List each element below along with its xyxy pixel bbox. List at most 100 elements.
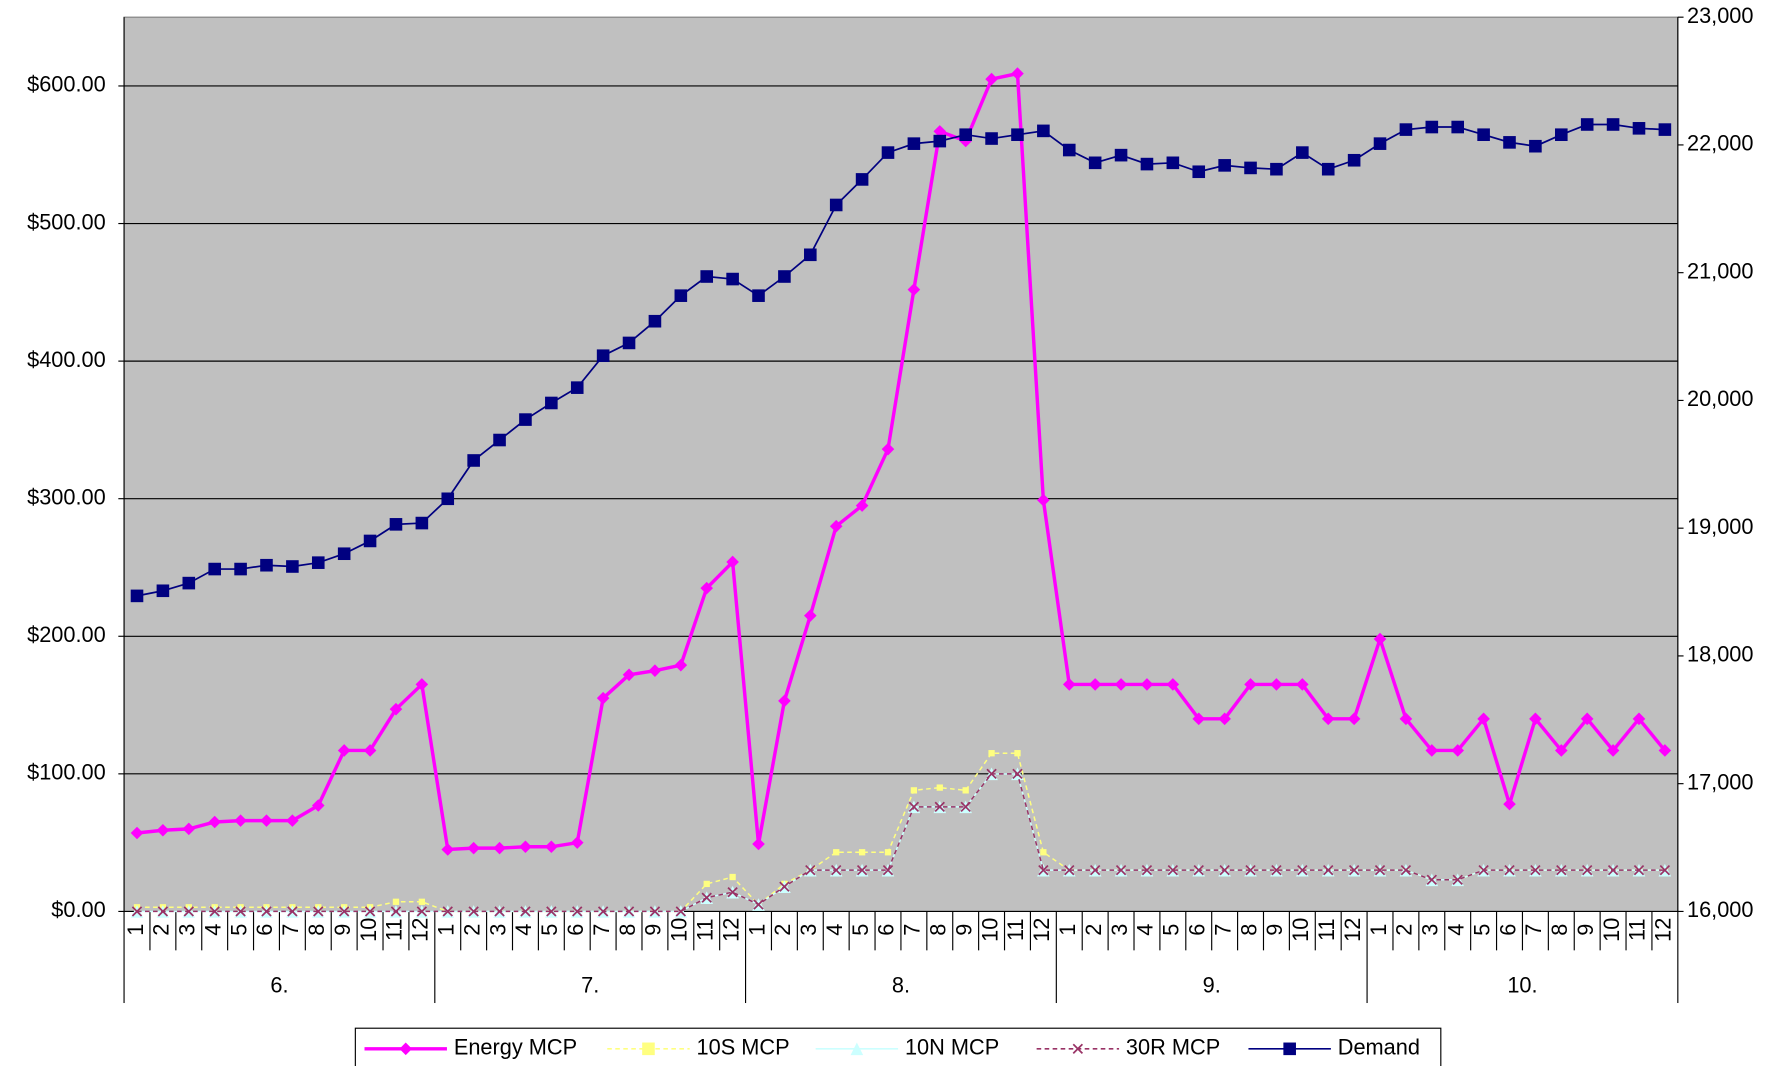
point bbox=[1504, 864, 1515, 876]
x-tick-label: 9 bbox=[330, 924, 355, 936]
x-tick-label: 6 bbox=[1495, 924, 1520, 936]
x-tick-label: 2 bbox=[1392, 924, 1417, 936]
point bbox=[985, 72, 998, 86]
point bbox=[1218, 159, 1231, 172]
point bbox=[182, 576, 196, 590]
point bbox=[752, 837, 765, 851]
point bbox=[1115, 864, 1127, 876]
point bbox=[467, 454, 480, 467]
point bbox=[1400, 864, 1412, 876]
y-tick-label: $300.00 bbox=[27, 484, 106, 509]
y-tick-label: $500.00 bbox=[27, 209, 106, 234]
point bbox=[648, 314, 662, 328]
point bbox=[1193, 864, 1204, 876]
point bbox=[1503, 797, 1516, 811]
x-tick-label: 12 bbox=[1340, 918, 1365, 942]
y-tick-label: $600.00 bbox=[27, 72, 106, 97]
point bbox=[675, 906, 687, 917]
point bbox=[1270, 162, 1283, 176]
x-tick-label: 2 bbox=[770, 924, 795, 936]
legend-marker bbox=[399, 1042, 413, 1056]
point bbox=[700, 581, 714, 595]
point bbox=[130, 826, 144, 840]
point bbox=[441, 492, 455, 506]
point bbox=[183, 906, 194, 917]
point bbox=[157, 906, 169, 917]
point bbox=[1580, 118, 1594, 131]
point bbox=[1014, 750, 1021, 757]
point bbox=[418, 898, 426, 905]
point bbox=[1347, 153, 1361, 167]
point bbox=[1114, 678, 1128, 691]
point bbox=[1632, 122, 1646, 135]
y2-tick-label: 17,000 bbox=[1687, 769, 1754, 794]
point bbox=[881, 442, 895, 456]
point bbox=[908, 801, 920, 813]
x-tick-label: 5 bbox=[848, 924, 873, 936]
point bbox=[1580, 712, 1594, 726]
point bbox=[934, 801, 945, 813]
series-line bbox=[137, 773, 1665, 913]
point bbox=[1632, 712, 1646, 726]
point bbox=[260, 814, 273, 827]
x-tick-label: 12 bbox=[718, 918, 743, 942]
group-label: 6. bbox=[270, 973, 288, 998]
point bbox=[1530, 864, 1541, 876]
point bbox=[337, 547, 351, 561]
point bbox=[260, 558, 273, 572]
point bbox=[674, 289, 688, 302]
point bbox=[1011, 67, 1024, 80]
point bbox=[338, 906, 350, 917]
point bbox=[596, 349, 610, 363]
plot-area bbox=[123, 16, 1679, 912]
x-tick-label: 2 bbox=[1081, 924, 1106, 936]
point bbox=[1606, 744, 1620, 757]
point bbox=[131, 906, 143, 917]
point bbox=[1218, 712, 1231, 726]
x-tick-label: 9 bbox=[1573, 924, 1598, 936]
legend-label: Demand bbox=[1338, 1035, 1420, 1060]
y2-tick-label: 18,000 bbox=[1687, 642, 1754, 667]
x-tick-label: 7 bbox=[1521, 924, 1546, 936]
point bbox=[570, 836, 584, 849]
group-label: 10. bbox=[1507, 973, 1537, 998]
point bbox=[1633, 864, 1645, 876]
x-tick-label: 3 bbox=[175, 924, 200, 936]
group-label: 9. bbox=[1203, 973, 1221, 998]
point bbox=[1296, 678, 1309, 691]
point bbox=[910, 787, 918, 794]
point bbox=[392, 898, 400, 905]
point bbox=[389, 702, 403, 716]
point bbox=[1321, 712, 1335, 726]
x-tick-label: 8 bbox=[304, 924, 329, 936]
point bbox=[727, 886, 738, 898]
point bbox=[703, 880, 710, 888]
legend-box bbox=[354, 1027, 1442, 1066]
legend-marker bbox=[642, 1042, 655, 1056]
x-tick-label: 1 bbox=[434, 924, 459, 936]
point bbox=[1192, 712, 1206, 726]
point bbox=[1451, 120, 1465, 134]
point bbox=[1166, 156, 1180, 170]
x-tick-label: 12 bbox=[1029, 918, 1054, 942]
point bbox=[415, 516, 429, 530]
x-tick-label: 9 bbox=[951, 924, 976, 936]
point bbox=[1088, 678, 1102, 691]
group-label: 7. bbox=[581, 973, 599, 998]
legend-marker bbox=[1283, 1042, 1296, 1056]
point bbox=[1114, 148, 1128, 162]
x-tick-label: 3 bbox=[796, 924, 821, 936]
point bbox=[493, 433, 506, 447]
point bbox=[1244, 678, 1257, 691]
point bbox=[1040, 849, 1047, 856]
point bbox=[1321, 162, 1335, 176]
x-tick-label: 8 bbox=[1547, 924, 1572, 936]
point bbox=[855, 499, 869, 512]
point bbox=[858, 849, 866, 856]
point bbox=[572, 906, 583, 917]
point bbox=[622, 336, 636, 350]
y2-tick-label: 23,000 bbox=[1687, 3, 1754, 28]
point bbox=[1478, 864, 1489, 876]
point bbox=[1607, 864, 1619, 876]
point bbox=[649, 906, 661, 917]
